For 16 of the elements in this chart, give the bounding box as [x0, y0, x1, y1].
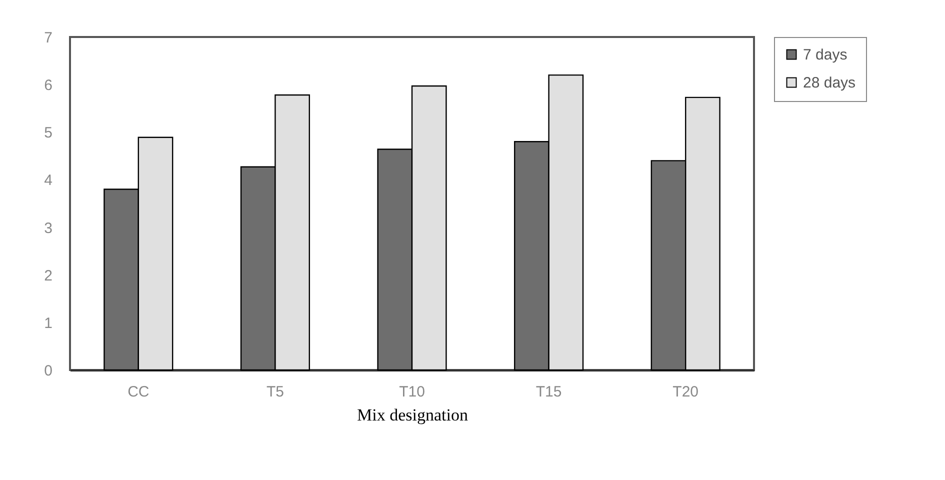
y-tick-label: 7: [44, 30, 52, 46]
y-tick-label: 4: [44, 172, 52, 190]
y-tick-label: 5: [44, 124, 52, 142]
y-tick-label: 3: [44, 220, 52, 237]
x-tick-label: T5: [266, 384, 284, 400]
y-tick-label: 0: [44, 362, 52, 380]
x-axis-title: Mix designation: [357, 406, 468, 424]
y-tick-label: 6: [44, 77, 52, 94]
x-tick-label: CC: [128, 384, 150, 400]
x-tick-label: T10: [399, 384, 425, 400]
legend-label: 28 days: [803, 74, 856, 92]
x-tick-label: T15: [536, 384, 562, 400]
y-tick-label: 1: [44, 314, 52, 332]
legend-label: 7 days: [803, 46, 848, 64]
y-tick-label: 2: [44, 267, 52, 284]
x-tick-label: T20: [672, 384, 699, 400]
